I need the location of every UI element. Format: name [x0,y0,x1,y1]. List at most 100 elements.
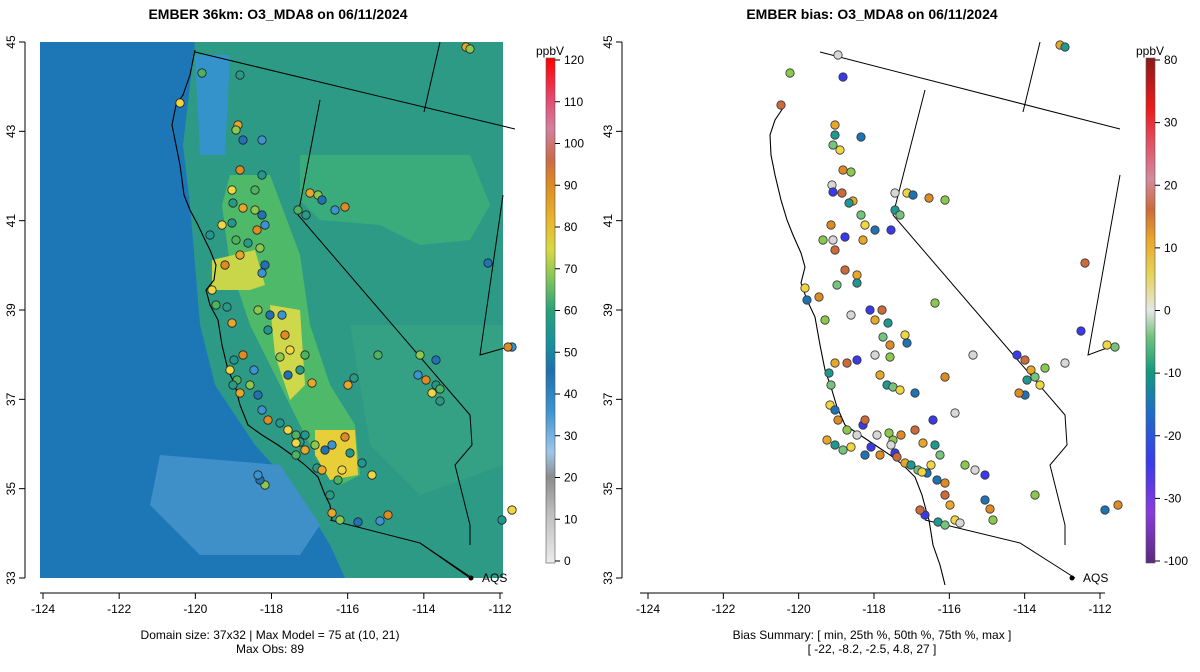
bias-marker[interactable] [968,350,978,360]
observation-marker[interactable] [205,230,215,240]
bias-marker[interactable] [908,190,918,200]
observation-marker[interactable] [345,448,355,458]
bias-marker[interactable] [1022,375,1032,385]
bias-marker[interactable] [1030,372,1040,382]
observation-marker[interactable] [235,165,245,175]
bias-markers[interactable] [776,40,1123,530]
observation-marker[interactable] [337,465,347,475]
bias-marker[interactable] [915,505,925,515]
bias-marker[interactable] [892,452,902,462]
observation-marker[interactable] [305,188,315,198]
bias-marker[interactable] [858,235,868,245]
bias-marker[interactable] [870,315,880,325]
bias-marker[interactable] [885,340,895,350]
observation-marker[interactable] [228,198,238,208]
observation-marker[interactable] [227,218,237,228]
bias-marker[interactable] [852,355,862,365]
bias-marker[interactable] [902,338,912,348]
bias-marker[interactable] [828,140,838,150]
observation-marker[interactable] [421,375,431,385]
observation-marker[interactable] [217,220,227,230]
observation-marker[interactable] [227,185,237,195]
bias-marker[interactable] [856,132,866,142]
bias-marker[interactable] [830,440,840,450]
bias-marker[interactable] [1020,355,1030,365]
bias-marker[interactable] [826,380,836,390]
observation-marker[interactable] [220,260,230,270]
observation-marker[interactable] [330,205,340,215]
bias-marker[interactable] [820,315,830,325]
observation-marker[interactable] [238,203,248,213]
bias-marker[interactable] [785,68,795,78]
observation-marker[interactable] [325,490,335,500]
bias-marker[interactable] [884,428,894,438]
observation-marker[interactable] [238,135,248,145]
observation-marker[interactable] [301,210,311,220]
observation-marker[interactable] [503,342,513,352]
observation-marker[interactable] [327,508,337,518]
observation-marker[interactable] [435,384,445,394]
bias-marker[interactable] [837,188,847,198]
bias-marker[interactable] [852,278,862,288]
observation-marker[interactable] [250,185,260,195]
bias-marker[interactable] [842,425,852,435]
bias-marker[interactable] [940,195,950,205]
observation-marker[interactable] [283,370,293,380]
observation-marker[interactable] [431,355,441,365]
bias-marker[interactable] [878,332,888,342]
observation-marker[interactable] [300,445,310,455]
observation-marker[interactable] [225,365,235,375]
bias-marker[interactable] [924,193,934,203]
bias-marker[interactable] [1060,358,1070,368]
bias-marker[interactable] [932,475,942,485]
bias-marker[interactable] [842,358,852,368]
observation-marker[interactable] [275,352,285,362]
bias-marker[interactable] [875,450,885,460]
bias-marker[interactable] [1012,350,1022,360]
observation-marker[interactable] [243,238,253,248]
observation-marker[interactable] [265,310,275,320]
bias-marker[interactable] [846,310,856,320]
bias-marker[interactable] [1080,258,1090,268]
bias-marker[interactable] [980,470,990,480]
observation-marker[interactable] [257,268,267,278]
observation-marker[interactable] [375,516,385,526]
observation-marker[interactable] [373,350,383,360]
bias-marker[interactable] [866,442,876,452]
observation-marker[interactable] [427,388,437,398]
observation-marker[interactable] [333,475,343,485]
observation-marker[interactable] [211,300,221,310]
bias-marker[interactable] [945,500,955,510]
bias-marker[interactable] [818,235,828,245]
bias-marker[interactable] [822,435,832,445]
observation-marker[interactable] [291,450,301,460]
bias-marker[interactable] [950,408,960,418]
observation-marker[interactable] [275,418,285,428]
bias-marker[interactable] [860,415,870,425]
observation-marker[interactable] [228,380,238,390]
bias-marker[interactable] [918,438,928,448]
observation-marker[interactable] [252,225,262,235]
bias-marker[interactable] [1040,363,1050,373]
bias-marker[interactable] [830,245,840,255]
observation-marker[interactable] [320,445,330,455]
observation-marker[interactable] [507,505,517,515]
bias-marker[interactable] [852,430,862,440]
observation-marker[interactable] [383,510,393,520]
bias-marker[interactable] [1035,380,1045,390]
bias-marker[interactable] [844,198,854,208]
observation-marker[interactable] [283,425,293,435]
bias-marker[interactable] [910,425,920,435]
observation-marker[interactable] [253,305,263,315]
observation-marker[interactable] [227,318,237,328]
bias-marker[interactable] [886,225,896,235]
observation-marker[interactable] [253,390,263,400]
observation-marker[interactable] [367,470,377,480]
observation-marker[interactable] [235,70,245,80]
observation-marker[interactable] [497,515,507,525]
observation-marker[interactable] [277,310,287,320]
bias-marker[interactable] [940,478,950,488]
bias-marker[interactable] [840,232,850,242]
bias-marker[interactable] [830,130,840,140]
bias-marker[interactable] [930,440,940,450]
